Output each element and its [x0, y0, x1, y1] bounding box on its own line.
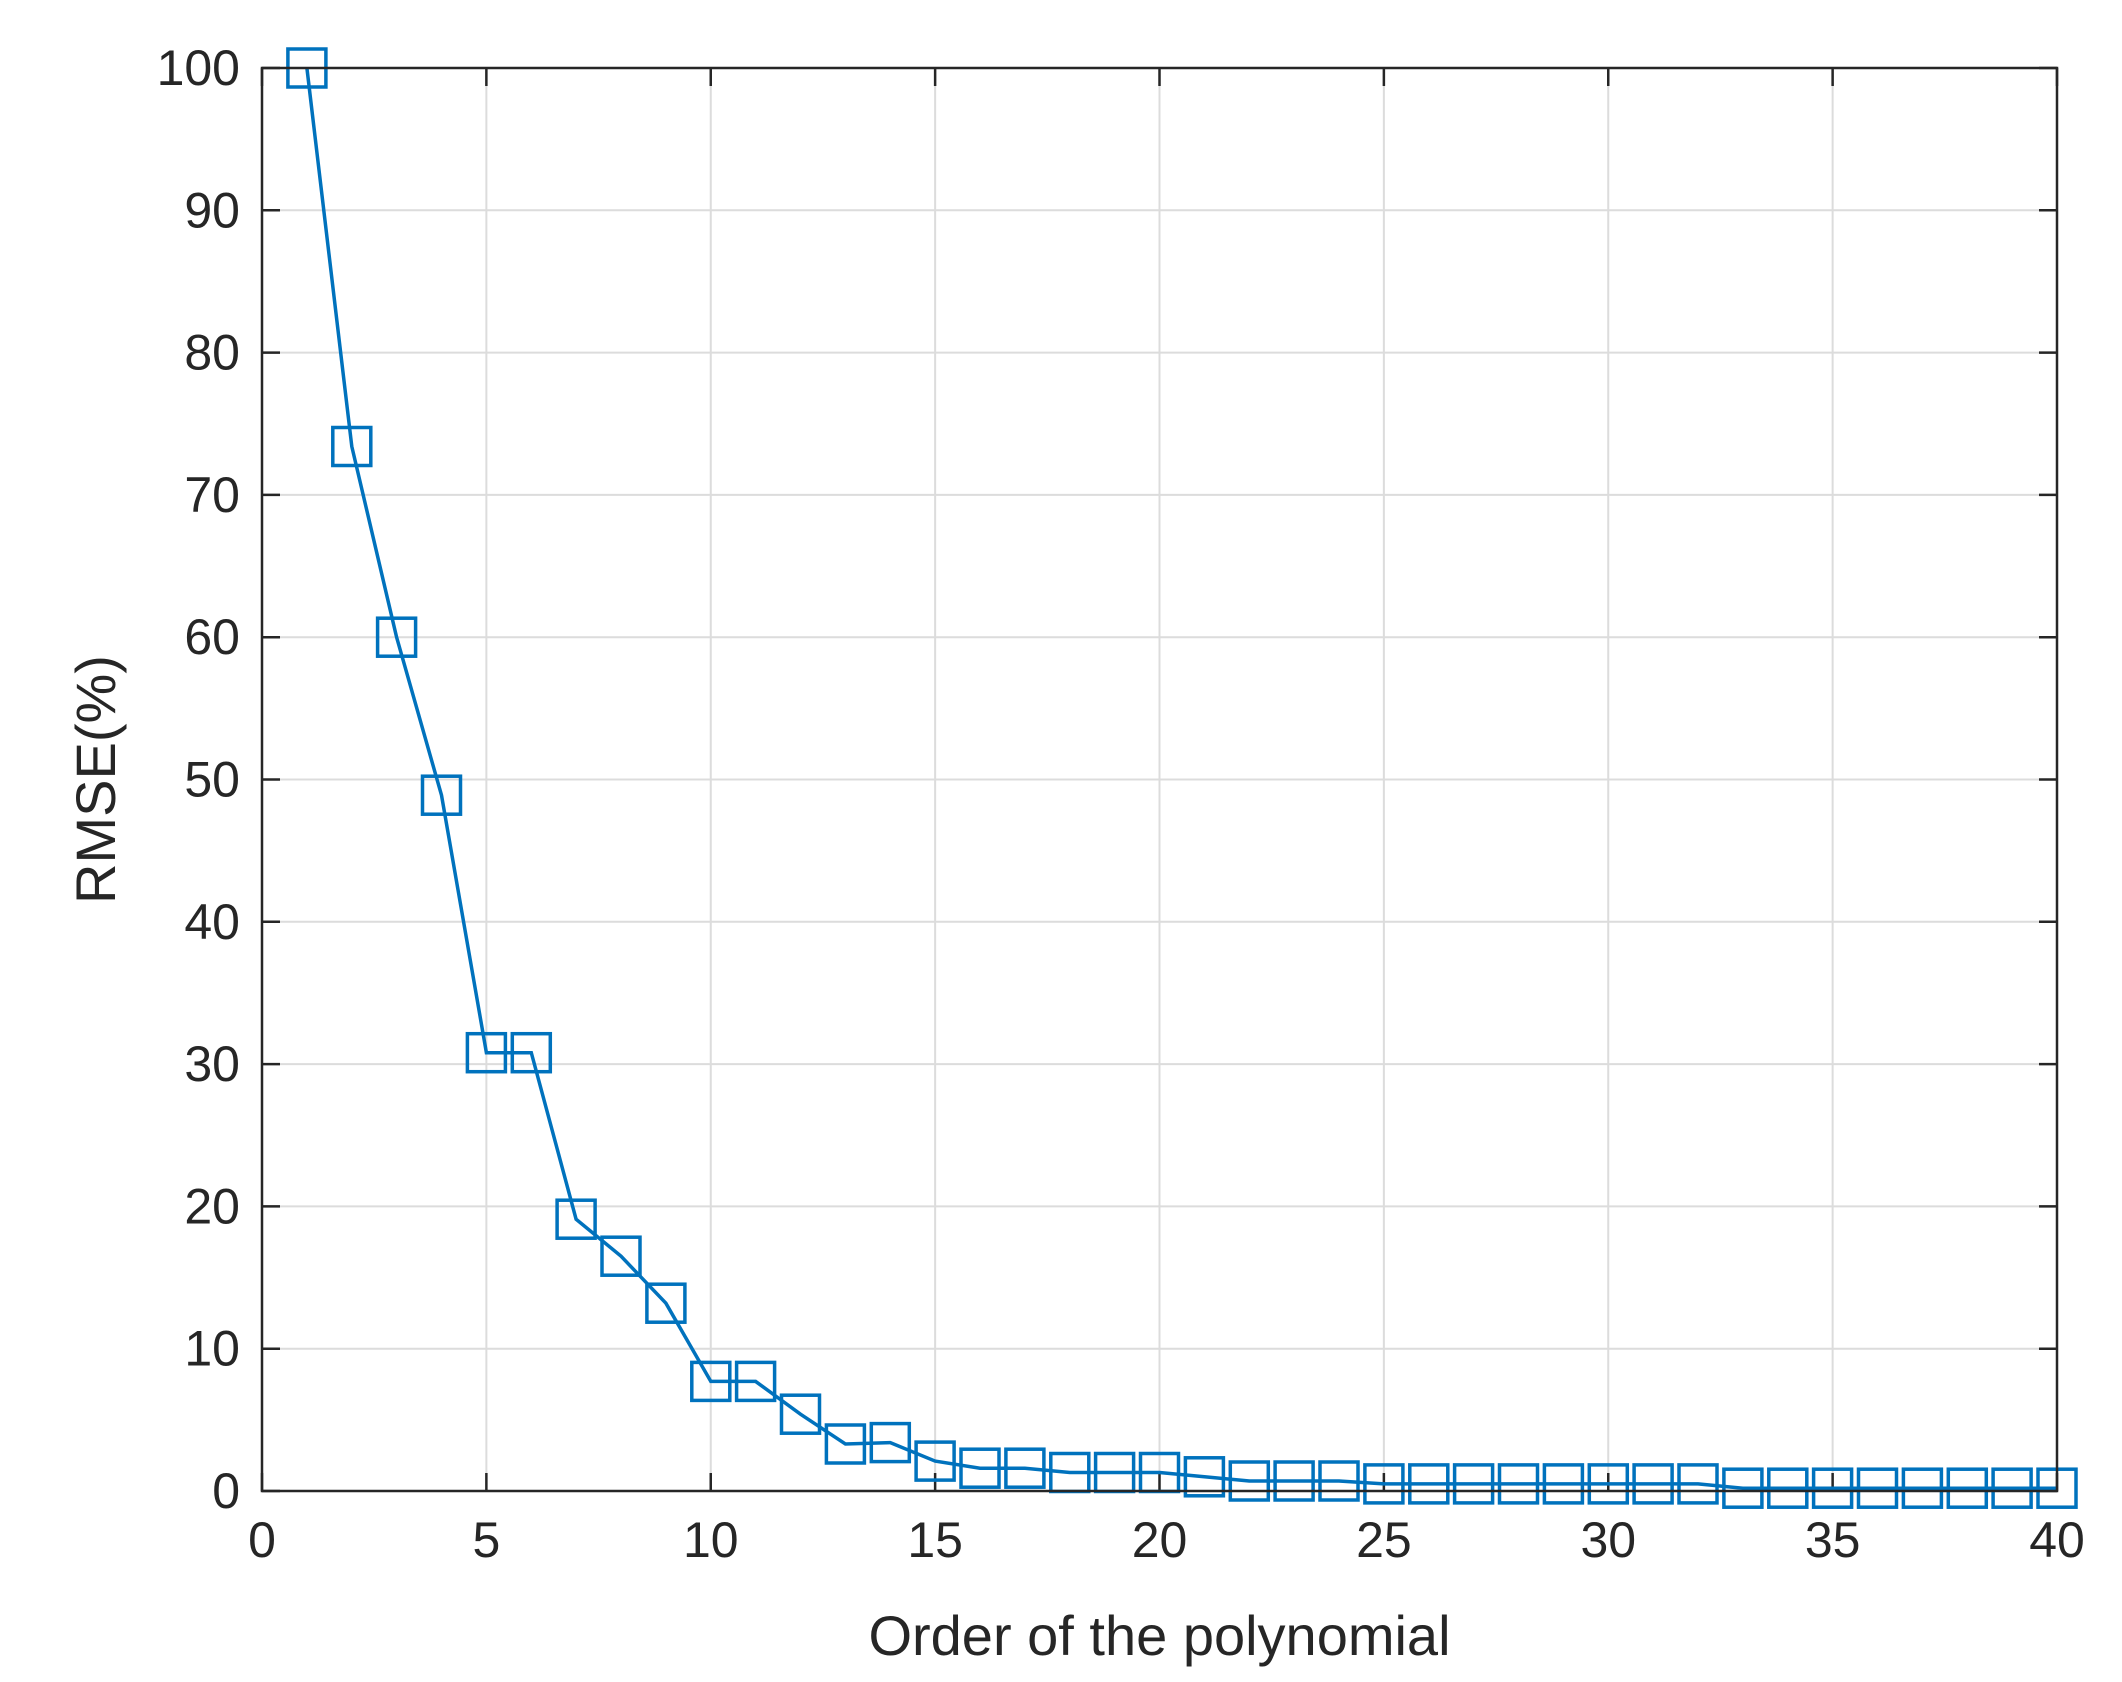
x-tick-labels: 0 5 10 15 20 25 30 35 40 [248, 1512, 2085, 1568]
x-tick-label: 35 [1805, 1512, 1861, 1568]
data-point-marker [555, 1198, 597, 1240]
data-point-marker [1183, 1456, 1226, 1498]
x-tick-label: 10 [683, 1512, 739, 1568]
data-point-marker [690, 1360, 732, 1403]
data-point-marker [1991, 1467, 2033, 1509]
data-point-marker [959, 1447, 1001, 1489]
data-point-marker [1273, 1460, 1315, 1502]
data-point-marker [1497, 1463, 1540, 1505]
y-tick-label: 100 [157, 40, 240, 96]
x-tick-label: 15 [907, 1512, 963, 1568]
y-tick-label: 70 [184, 467, 240, 523]
y-tick-label: 50 [184, 752, 240, 808]
data-point-marker [1542, 1463, 1585, 1505]
data-point-marker [1946, 1467, 1989, 1509]
x-axis-label: Order of the polynomial [868, 1604, 1450, 1667]
data-point-marker [824, 1423, 867, 1465]
data-point-marker [331, 425, 373, 468]
x-tick-label: 20 [1132, 1512, 1188, 1568]
data-point-marker [1811, 1467, 1854, 1509]
y-tick-label: 80 [184, 325, 240, 381]
data-point-marker [1363, 1463, 1405, 1505]
data-point-marker [1408, 1463, 1450, 1505]
data-point-marker [1632, 1463, 1674, 1505]
x-tick-label: 40 [2029, 1512, 2085, 1568]
data-point-marker [1677, 1463, 1719, 1505]
data-point-marker [1901, 1467, 1944, 1509]
y-tick-label: 60 [184, 609, 240, 665]
x-tick-label: 0 [248, 1512, 276, 1568]
data-point-marker [375, 616, 418, 658]
data-point-marker [914, 1440, 956, 1482]
data-point-marker [869, 1421, 912, 1464]
y-tick-label: 90 [184, 182, 240, 238]
data-point-marker [1318, 1460, 1360, 1502]
y-tick-labels: 0 10 20 30 40 50 60 70 80 90 100 [157, 40, 240, 1519]
data-point-marker [1228, 1460, 1271, 1502]
data-point-marker [1856, 1467, 1899, 1509]
x-tick-label: 25 [1356, 1512, 1412, 1568]
data-point-marker [734, 1360, 777, 1403]
data-point-marker [1767, 1467, 1809, 1509]
x-tick-label: 30 [1580, 1512, 1636, 1568]
data-point-marker [600, 1235, 642, 1277]
data-point-marker [420, 774, 463, 816]
series-line [305, 67, 2057, 1490]
y-axis-label: RMSE(%) [64, 655, 127, 904]
data-point-marker [465, 1031, 508, 1074]
data-point-marker [1722, 1467, 1764, 1509]
data-point-marker [510, 1031, 553, 1074]
y-tick-label: 30 [184, 1036, 240, 1092]
y-tick-label: 0 [212, 1463, 240, 1519]
y-tick-label: 10 [184, 1321, 240, 1377]
data-point-marker [645, 1282, 687, 1324]
x-tick-label: 5 [472, 1512, 500, 1568]
data-point-marker [779, 1393, 822, 1435]
data-point-marker [1587, 1463, 1630, 1505]
plot-frame [260, 66, 2059, 1493]
y-tick-label: 20 [184, 1178, 240, 1234]
series-markers [286, 47, 2078, 1509]
y-tick-label: 40 [184, 894, 240, 950]
data-point-marker [1452, 1463, 1495, 1505]
data-point-marker [1004, 1447, 1046, 1489]
